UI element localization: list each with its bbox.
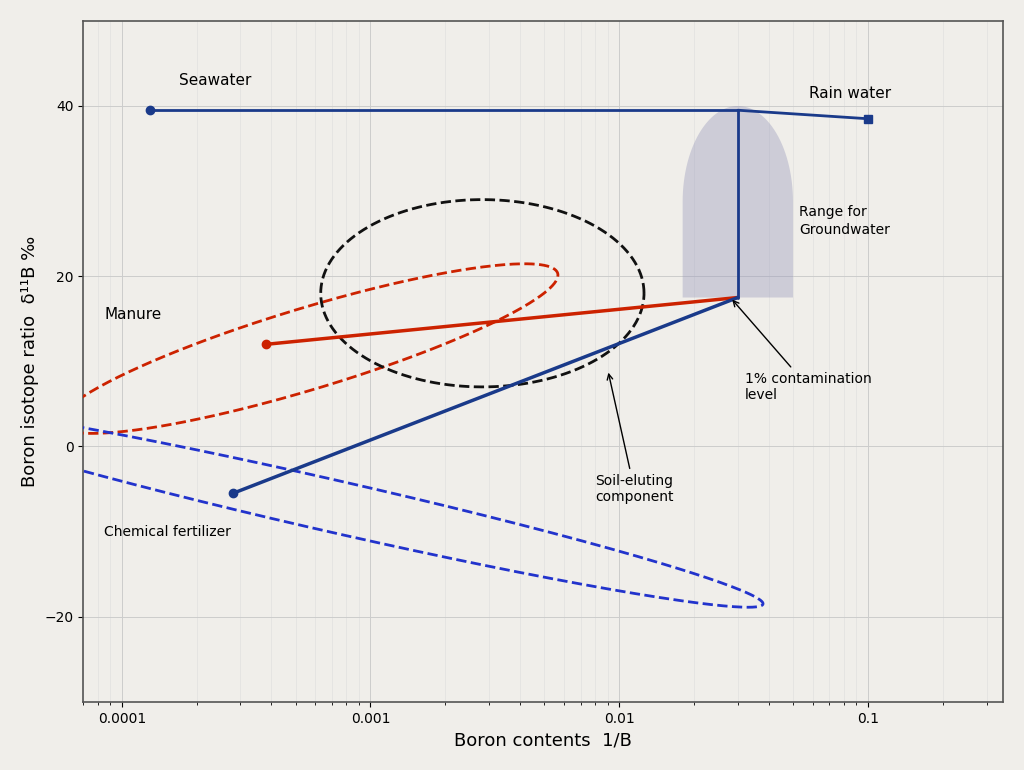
Text: Rain water: Rain water: [809, 85, 891, 101]
Y-axis label: Boron isotope ratio  δ¹¹B ‰: Boron isotope ratio δ¹¹B ‰: [20, 236, 39, 487]
Text: Manure: Manure: [104, 307, 162, 322]
Text: Chemical fertilizer: Chemical fertilizer: [104, 524, 231, 539]
Polygon shape: [683, 106, 793, 297]
X-axis label: Boron contents  1/B: Boron contents 1/B: [455, 732, 632, 749]
Text: Soil-eluting
component: Soil-eluting component: [595, 374, 674, 504]
Text: 1% contamination
level: 1% contamination level: [733, 301, 871, 402]
Text: Seawater: Seawater: [179, 73, 252, 88]
Text: Range for
Groundwater: Range for Groundwater: [800, 205, 890, 237]
